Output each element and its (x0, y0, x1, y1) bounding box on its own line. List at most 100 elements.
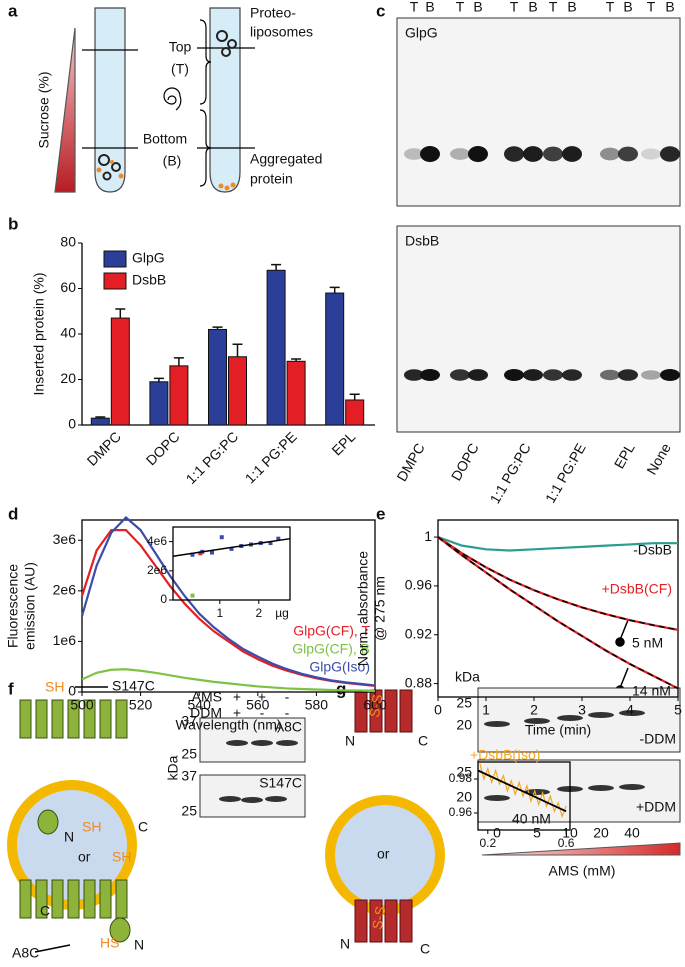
lane-label: T (549, 0, 558, 15)
annotation: +DsbB(CF) (602, 581, 672, 597)
x-axis-label: µg (275, 606, 289, 620)
diagram-label: Aggregated (250, 151, 322, 167)
x-tick-label: DMPC (84, 428, 124, 468)
x-tick-label: 580 (305, 697, 329, 713)
y-tick-label: 20 (60, 370, 76, 386)
x-tick-label: 520 (129, 697, 153, 713)
band (618, 146, 638, 162)
lane-label: B (528, 0, 537, 15)
axis-label: kDa (455, 669, 480, 685)
error-bar (115, 308, 126, 319)
row-label: AMS (192, 689, 222, 705)
band (600, 147, 620, 161)
x-tick-label: 0.6 (558, 836, 575, 850)
bar (110, 317, 130, 426)
y-tick-label: 0.92 (405, 625, 432, 641)
band (660, 369, 680, 381)
band (641, 370, 661, 380)
x-tick-label: 1:1 PG:PE (242, 428, 300, 486)
liposomes (98, 30, 237, 181)
bar (149, 381, 169, 426)
x-tick-label: 4 (626, 702, 634, 718)
diagram-label: A8C (12, 945, 39, 961)
y-tick-label: 0.96 (405, 577, 432, 593)
x-tick-label: 0.2 (479, 836, 496, 850)
panel-a-drawing (54, 7, 255, 193)
marker-label: 37 (181, 768, 197, 784)
protein-aggregate (96, 160, 236, 191)
band (600, 369, 620, 381)
diagram-label: Sucrose (%) (36, 71, 52, 148)
y-axis-label: Norm. absorbance (355, 551, 371, 666)
x-tick-label: DOPC (143, 428, 183, 468)
bracket (199, 19, 212, 105)
sign: + (233, 705, 241, 721)
lane-label: T (510, 0, 519, 15)
x-axis-label: Time (min) (525, 722, 591, 738)
band (420, 146, 440, 162)
x-tick-label: 2 (255, 606, 262, 620)
x-tick-label: 1 (482, 702, 490, 718)
data-line (437, 536, 678, 552)
inset-title: +DsbB(Iso) (470, 747, 540, 763)
band (420, 369, 440, 381)
point (190, 593, 195, 598)
band (562, 146, 582, 162)
legend-label: GlpG(CF), B (292, 641, 370, 657)
error-bar (95, 416, 106, 419)
x-tick-label: 3 (578, 702, 586, 718)
blot-label: -DDM (639, 731, 676, 747)
band (468, 369, 488, 381)
point (219, 535, 224, 540)
series-label: 14 nM (632, 683, 671, 699)
marker-label: 25 (456, 695, 472, 711)
band (404, 369, 424, 381)
x-axis-label: Wavelength (nm) (175, 717, 281, 733)
plot-frame (172, 526, 291, 601)
bands (484, 710, 645, 801)
lane-label: DOPC (448, 440, 482, 483)
plot-frame (477, 761, 571, 831)
sign: + (233, 689, 241, 705)
diagram-label: C (138, 819, 148, 835)
spin-arrow (163, 87, 182, 111)
blot-label: S147C (259, 775, 302, 791)
panel-label: e (376, 504, 385, 523)
y-axis-label: emission (AU) (22, 562, 38, 650)
band (504, 369, 524, 381)
diagram-label: SH (45, 679, 64, 695)
marker-label: 20 (456, 789, 472, 805)
panel-label: a (8, 1, 18, 20)
diagram-label: SH (82, 819, 101, 835)
band (660, 146, 680, 162)
panel-label: d (8, 504, 18, 523)
point (190, 552, 195, 557)
bracket (199, 109, 212, 187)
y-tick-label: 2e6 (53, 582, 77, 598)
marker-label: 25 (181, 746, 197, 762)
helices (354, 689, 413, 943)
diagram-label: N (64, 829, 74, 845)
band (618, 369, 638, 381)
y-axis-label: Fluorescence (5, 564, 21, 648)
diagram-label: Proteo- (250, 5, 296, 21)
panel-f-drawing (7, 686, 137, 953)
lane-label: 1:1 PG:PE (542, 440, 589, 505)
legend-label: GlpG (132, 250, 165, 266)
blot (396, 225, 681, 433)
fit-line (437, 536, 679, 631)
lane-label: B (665, 0, 674, 15)
legend-label: DsbB (132, 272, 166, 288)
lane-label: T (456, 0, 465, 15)
band (450, 369, 470, 381)
x-tick-label: 500 (70, 697, 94, 713)
fit-line (172, 537, 291, 557)
blot (396, 17, 681, 207)
y-tick-label: 0.96 (449, 805, 473, 819)
band (523, 146, 543, 162)
y-tick-label: 80 (60, 234, 76, 250)
diagram-label: S147C (112, 678, 155, 694)
blot-label: GlpG (405, 25, 438, 41)
legend-label: GlpG(CF), T (293, 623, 370, 639)
marker-label: 37 (181, 713, 197, 729)
